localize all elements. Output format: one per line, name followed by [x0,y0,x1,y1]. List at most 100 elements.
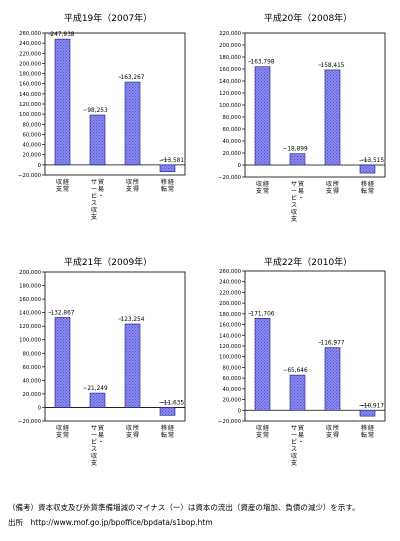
category-label-char: ・ [298,439,304,446]
data-label: 132,867 [51,310,75,316]
category-label-char: 経 [263,424,270,432]
y-tick-label: −20,000 [18,173,42,179]
category-label-char: 転 [361,431,367,439]
bar [124,81,141,166]
y-tick-label: 220,000 [219,290,242,296]
category-label-char: 収 [291,209,297,216]
chart-title: 平成20年（2008年） [264,12,352,24]
y-tick-label: 140,000 [219,333,242,339]
y-tick-label: 160,000 [19,82,42,88]
data-label: 158,415 [321,63,345,69]
data-label: −11,635 [159,400,184,406]
y-tick-label: −20,000 [218,175,242,181]
category-label-char: 収 [326,425,332,432]
category-label-char: サ [291,181,297,188]
y-tick-label: 80,000 [222,365,241,371]
y-tick-label: 160,000 [219,67,242,73]
category-label-char: 得 [333,187,339,195]
y-tick-label: 100,000 [19,338,42,344]
category-label-char: 経 [368,424,375,432]
y-tick-label: −20,000 [218,419,242,425]
category-label-char: 常 [263,431,269,439]
category-label-char: 常 [63,185,69,193]
category-label-char: 収 [56,179,62,186]
chart-2: 平成20年（2008年） −20,000 0 20,000 40,000 60,000 80… [218,12,386,223]
category-label-char: ー [91,186,97,193]
chart-4: 平成22年（2010年） −20,000 0 20,000 40,000 60,000 80… [218,256,386,467]
bar [89,392,106,408]
category-label-char: ス [291,202,297,209]
category-label-char: 転 [161,431,167,439]
category-label-char: 支 [91,213,97,221]
category-label-char: 易 [98,432,104,439]
category-label-char: ス [291,446,297,453]
category-label-char: 経 [168,178,175,186]
y-tick-label: 40,000 [222,139,241,145]
category-label-char: 常 [168,185,174,193]
category-label-char: 支 [56,185,62,193]
bar [124,323,141,408]
category-label-char: 常 [368,431,374,439]
category-label-char: 得 [333,431,339,439]
y-tick-label: 120,000 [19,324,42,330]
category-label-char: 易 [298,432,304,439]
category-label-char: 所 [133,178,139,186]
y-tick-label: 80,000 [22,122,41,128]
category-label-char: ・ [98,193,104,200]
y-tick-label: 0 [238,163,242,169]
category-label-char: 支 [291,215,297,223]
category-label-char: ・ [298,195,304,202]
y-tick-label: −20,000 [18,419,42,425]
y-tick-label: 180,000 [219,312,242,318]
data-label: −13,581 [159,158,184,164]
bar [324,347,341,411]
category-label-char: 貿 [298,424,304,432]
chart-title: 平成21年（2009年） [64,256,152,268]
source-note: 出所 http://www.mof.go.jp/bpoffice/bpdata/… [8,518,213,527]
y-tick-label: 60,000 [22,365,41,371]
category-label-char: 得 [133,185,139,193]
category-label-char: 収 [91,453,97,460]
category-label-char: サ [91,179,97,186]
category-label-char: 収 [126,179,132,186]
y-tick-label: 160,000 [219,323,242,329]
data-label: −13,515 [359,158,384,164]
category-label-char: ビ [291,438,297,446]
category-label-char: 支 [56,431,62,439]
y-tick-label: 20,000 [222,151,241,157]
category-label-char: 易 [98,186,104,193]
category-label-char: 移 [361,424,367,432]
chart-title: 平成22年（2010年） [264,256,352,268]
category-label-char: 貿 [98,424,104,432]
y-tick-label: 80,000 [222,115,241,121]
bar [159,407,176,416]
y-tick-label: 20,000 [222,398,241,404]
y-tick-label: 0 [38,405,42,411]
category-label-char: 収 [91,207,97,214]
y-tick-label: 140,000 [19,311,42,317]
y-tick-label: 40,000 [222,387,241,393]
category-label-char: 支 [256,187,262,195]
y-tick-label: 180,000 [219,55,242,61]
y-tick-label: 100,000 [219,355,242,361]
category-label-char: 常 [168,431,174,439]
category-label-char: 収 [256,425,262,432]
y-tick-label: 0 [238,408,242,414]
bar [254,66,271,166]
category-label-char: 支 [291,459,297,467]
category-label-char: 支 [326,431,332,439]
category-label-char: 支 [91,459,97,467]
category-label-char: 収 [126,425,132,432]
category-label-char: 所 [133,424,139,432]
chart-grid: 平成19年（2007年） −20,000 0 20,000 40,000 60,000 80… [18,12,386,467]
y-tick-label: 260,000 [19,31,42,37]
data-label: 18,899 [287,147,308,153]
y-tick-label: 120,000 [219,91,242,97]
category-label-char: 収 [256,181,262,188]
category-label-char: 収 [291,453,297,460]
y-tick-label: 200,000 [19,270,42,276]
bar [54,38,71,166]
y-tick-label: 160,000 [19,297,42,303]
category-label-char: 移 [361,180,367,188]
category-label-char: 収 [326,181,332,188]
